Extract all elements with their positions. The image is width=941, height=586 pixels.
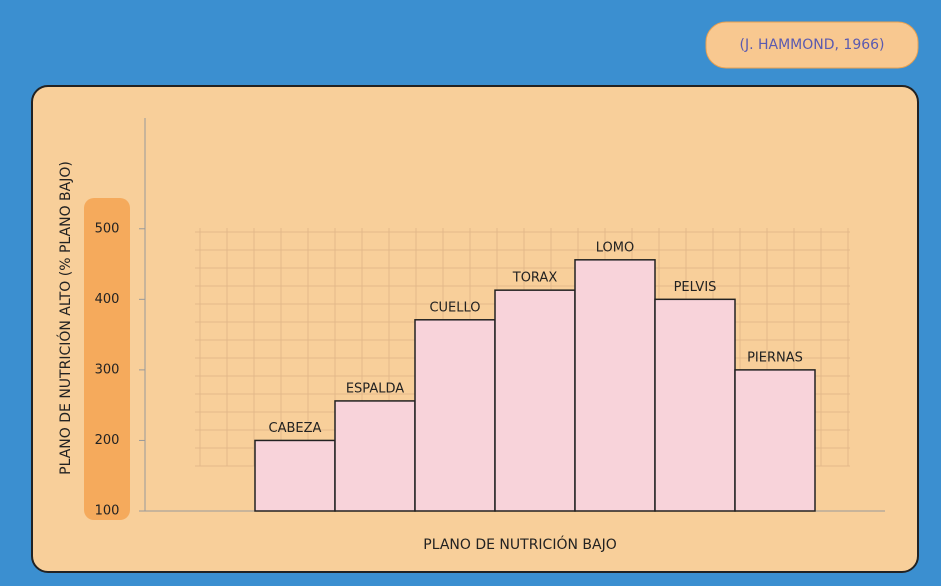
y-tick-label: 100 xyxy=(95,504,120,519)
bar xyxy=(734,369,816,512)
category-label: CABEZA xyxy=(269,421,322,436)
bar xyxy=(494,289,576,512)
category-label: ESPALDA xyxy=(346,381,404,396)
category-label: PIERNAS xyxy=(747,350,803,365)
bar xyxy=(414,319,496,512)
tick-highlight xyxy=(84,198,130,520)
y-tick-label: 500 xyxy=(95,221,120,236)
annotation-box xyxy=(705,21,919,69)
category-label: TORAX xyxy=(512,271,558,286)
category-label: LOMO xyxy=(596,240,634,255)
bar xyxy=(254,439,336,512)
x-axis-label: PLANO DE NUTRICIÓN BAJO xyxy=(423,535,616,553)
bar xyxy=(334,400,416,512)
y-tick-label: 300 xyxy=(95,362,120,377)
y-axis-label: PLANO DE NUTRICIÓN ALTO (% PLANO BAJO) xyxy=(56,161,74,475)
category-label: PELVIS xyxy=(674,280,717,295)
y-tick-label: 200 xyxy=(95,433,120,448)
bar xyxy=(654,298,736,512)
bar xyxy=(574,259,656,512)
category-label: CUELLO xyxy=(429,300,480,315)
y-tick-label: 400 xyxy=(95,292,120,307)
annotation: (J. HAMMOND, 1966) xyxy=(739,37,884,53)
